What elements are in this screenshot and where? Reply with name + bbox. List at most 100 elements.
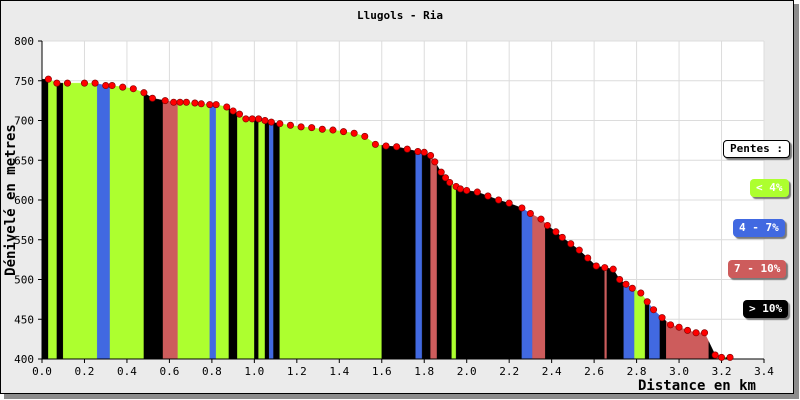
slope-segment [279,123,382,360]
slope-segment [177,101,211,360]
slope-segment [209,104,217,360]
profile-point [726,353,734,361]
y-tick-label: 400 [14,353,34,366]
x-tick-label: 0.6 [159,365,179,378]
slope-segment [604,267,608,360]
profile-point [609,265,617,273]
profile-point [255,115,263,123]
x-tick-label: 2.6 [584,365,604,378]
profile-point [518,204,526,212]
slope-segment [143,92,164,360]
profile-point [667,321,675,329]
profile-point [393,143,401,151]
slope-segment [269,121,274,360]
slope-segment [63,82,98,360]
x-tick-label: 2.4 [542,365,562,378]
profile-point [119,83,127,91]
profile-point [102,82,110,90]
profile-point [650,306,658,314]
profile-point [567,240,575,248]
y-tick-label: 700 [14,115,34,128]
x-tick-label: 3.0 [669,365,689,378]
profile-point [242,115,250,123]
slope-segment [48,78,58,360]
profile-point [543,221,551,229]
x-tick-label: 3.2 [712,365,732,378]
profile-point [403,145,411,153]
legend-title: Pentes : [723,140,790,158]
profile-point [212,101,220,109]
x-tick-label: 0.8 [202,365,222,378]
profile-point [701,329,709,337]
y-axis-label: Dénivelé en metres [3,124,19,276]
slope-segment [421,151,431,360]
x-tick-label: 1.4 [329,365,349,378]
slope-segment [237,112,255,360]
profile-point [286,121,294,129]
profile-points [44,75,734,361]
slope-segment [451,183,457,360]
profile-point [692,329,700,337]
y-tick-label: 800 [14,35,34,48]
profile-point [446,179,454,187]
slope-segment [56,82,64,360]
profile-point [91,79,99,87]
profile-point [276,120,284,128]
profile-point [206,101,214,109]
y-tick-labels: 400 450 500 550 600 650 700 750 800 [14,35,34,366]
x-tick-label: 2.2 [499,365,519,378]
profile-point [575,246,583,254]
profile-point [456,185,464,193]
profile-point [361,132,369,140]
slope-segment [109,85,145,360]
profile-point [229,107,237,115]
frame-shadow-bottom [4,394,799,399]
slope-segments [41,78,731,360]
profile-point [53,79,61,87]
profile-point [235,110,243,118]
x-tick-label: 2.8 [627,365,647,378]
slope-segment [254,118,259,360]
x-tick-label: 1.0 [244,365,264,378]
profile-point [80,79,88,87]
profile-point [248,115,256,123]
profile-point [558,233,566,241]
axes [38,40,765,363]
slope-segment [273,122,280,360]
profile-point [182,98,190,106]
profile-point [318,125,326,133]
profile-point [44,75,52,83]
profile-point [223,103,231,111]
profile-point [437,168,445,176]
profile-point [711,351,719,359]
profile-point [616,275,624,283]
profile-point [622,280,630,288]
profile-point [308,124,316,132]
slope-segment [455,186,523,360]
profile-point [420,148,428,156]
profile-point [414,148,422,156]
slope-segment [634,289,646,360]
x-tick-labels: 0.0 0.2 0.4 0.6 0.8 1.0 1.2 1.4 1.6 1.8 2.0 2.2 2.4 2… [32,365,774,378]
slope-segment [644,298,650,360]
profile-point [473,188,481,196]
profile-point [495,196,503,204]
profile-point [197,100,205,108]
slope-segment [228,107,238,360]
profile-point [108,82,116,90]
profile-point [552,228,560,236]
x-axis-label: Distance en km [638,378,756,394]
profile-point [148,94,156,102]
slope-segment [623,282,635,360]
profile-point [261,117,269,125]
profile-point [592,262,600,270]
profile-point [526,210,534,218]
frame-shadow-right [794,4,799,398]
slope-segment [41,78,49,360]
profile-point [637,289,645,297]
y-tick-label: 450 [14,313,34,326]
profile-point [684,326,692,334]
profile-point [628,284,636,292]
profile-point [675,323,683,331]
